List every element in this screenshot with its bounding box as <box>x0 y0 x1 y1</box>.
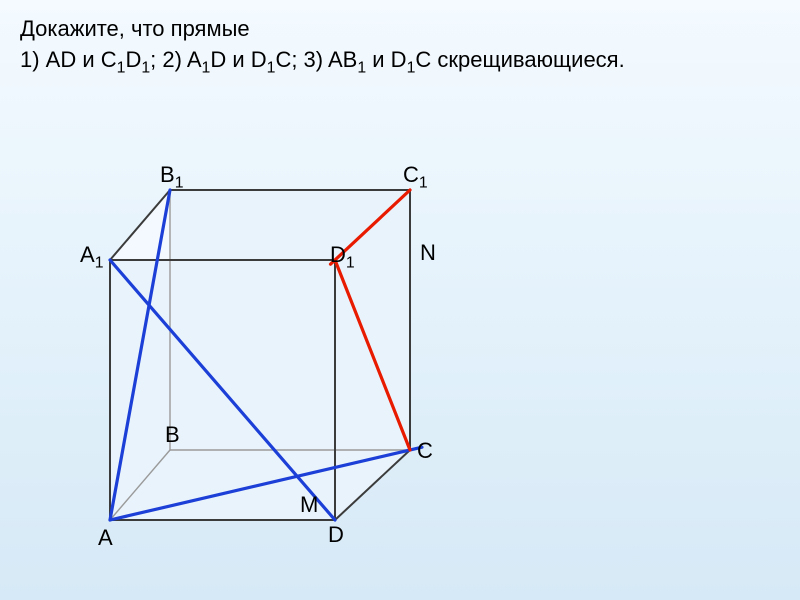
problem-line2: 1) AD и C1D1; 2) A1D и D1C; 3) AB1 и D1C… <box>20 47 625 72</box>
label-D1: D1 <box>330 242 355 272</box>
problem-statement: Докажите, что прямые 1) AD и C1D1; 2) A1… <box>20 14 625 79</box>
label-N: N <box>420 240 436 266</box>
geometry-svg <box>80 180 500 560</box>
label-B: B <box>165 422 180 448</box>
parallelepiped-figure: A B C D A1 B1 C1 D1 M N <box>80 180 500 560</box>
label-D: D <box>328 522 344 548</box>
label-B1: B1 <box>160 162 184 192</box>
label-C: C <box>417 438 433 464</box>
label-A: A <box>98 525 113 551</box>
problem-line1: Докажите, что прямые <box>20 16 250 41</box>
label-M: M <box>300 492 318 518</box>
label-A1: A1 <box>80 242 104 272</box>
label-C1: C1 <box>403 162 428 192</box>
